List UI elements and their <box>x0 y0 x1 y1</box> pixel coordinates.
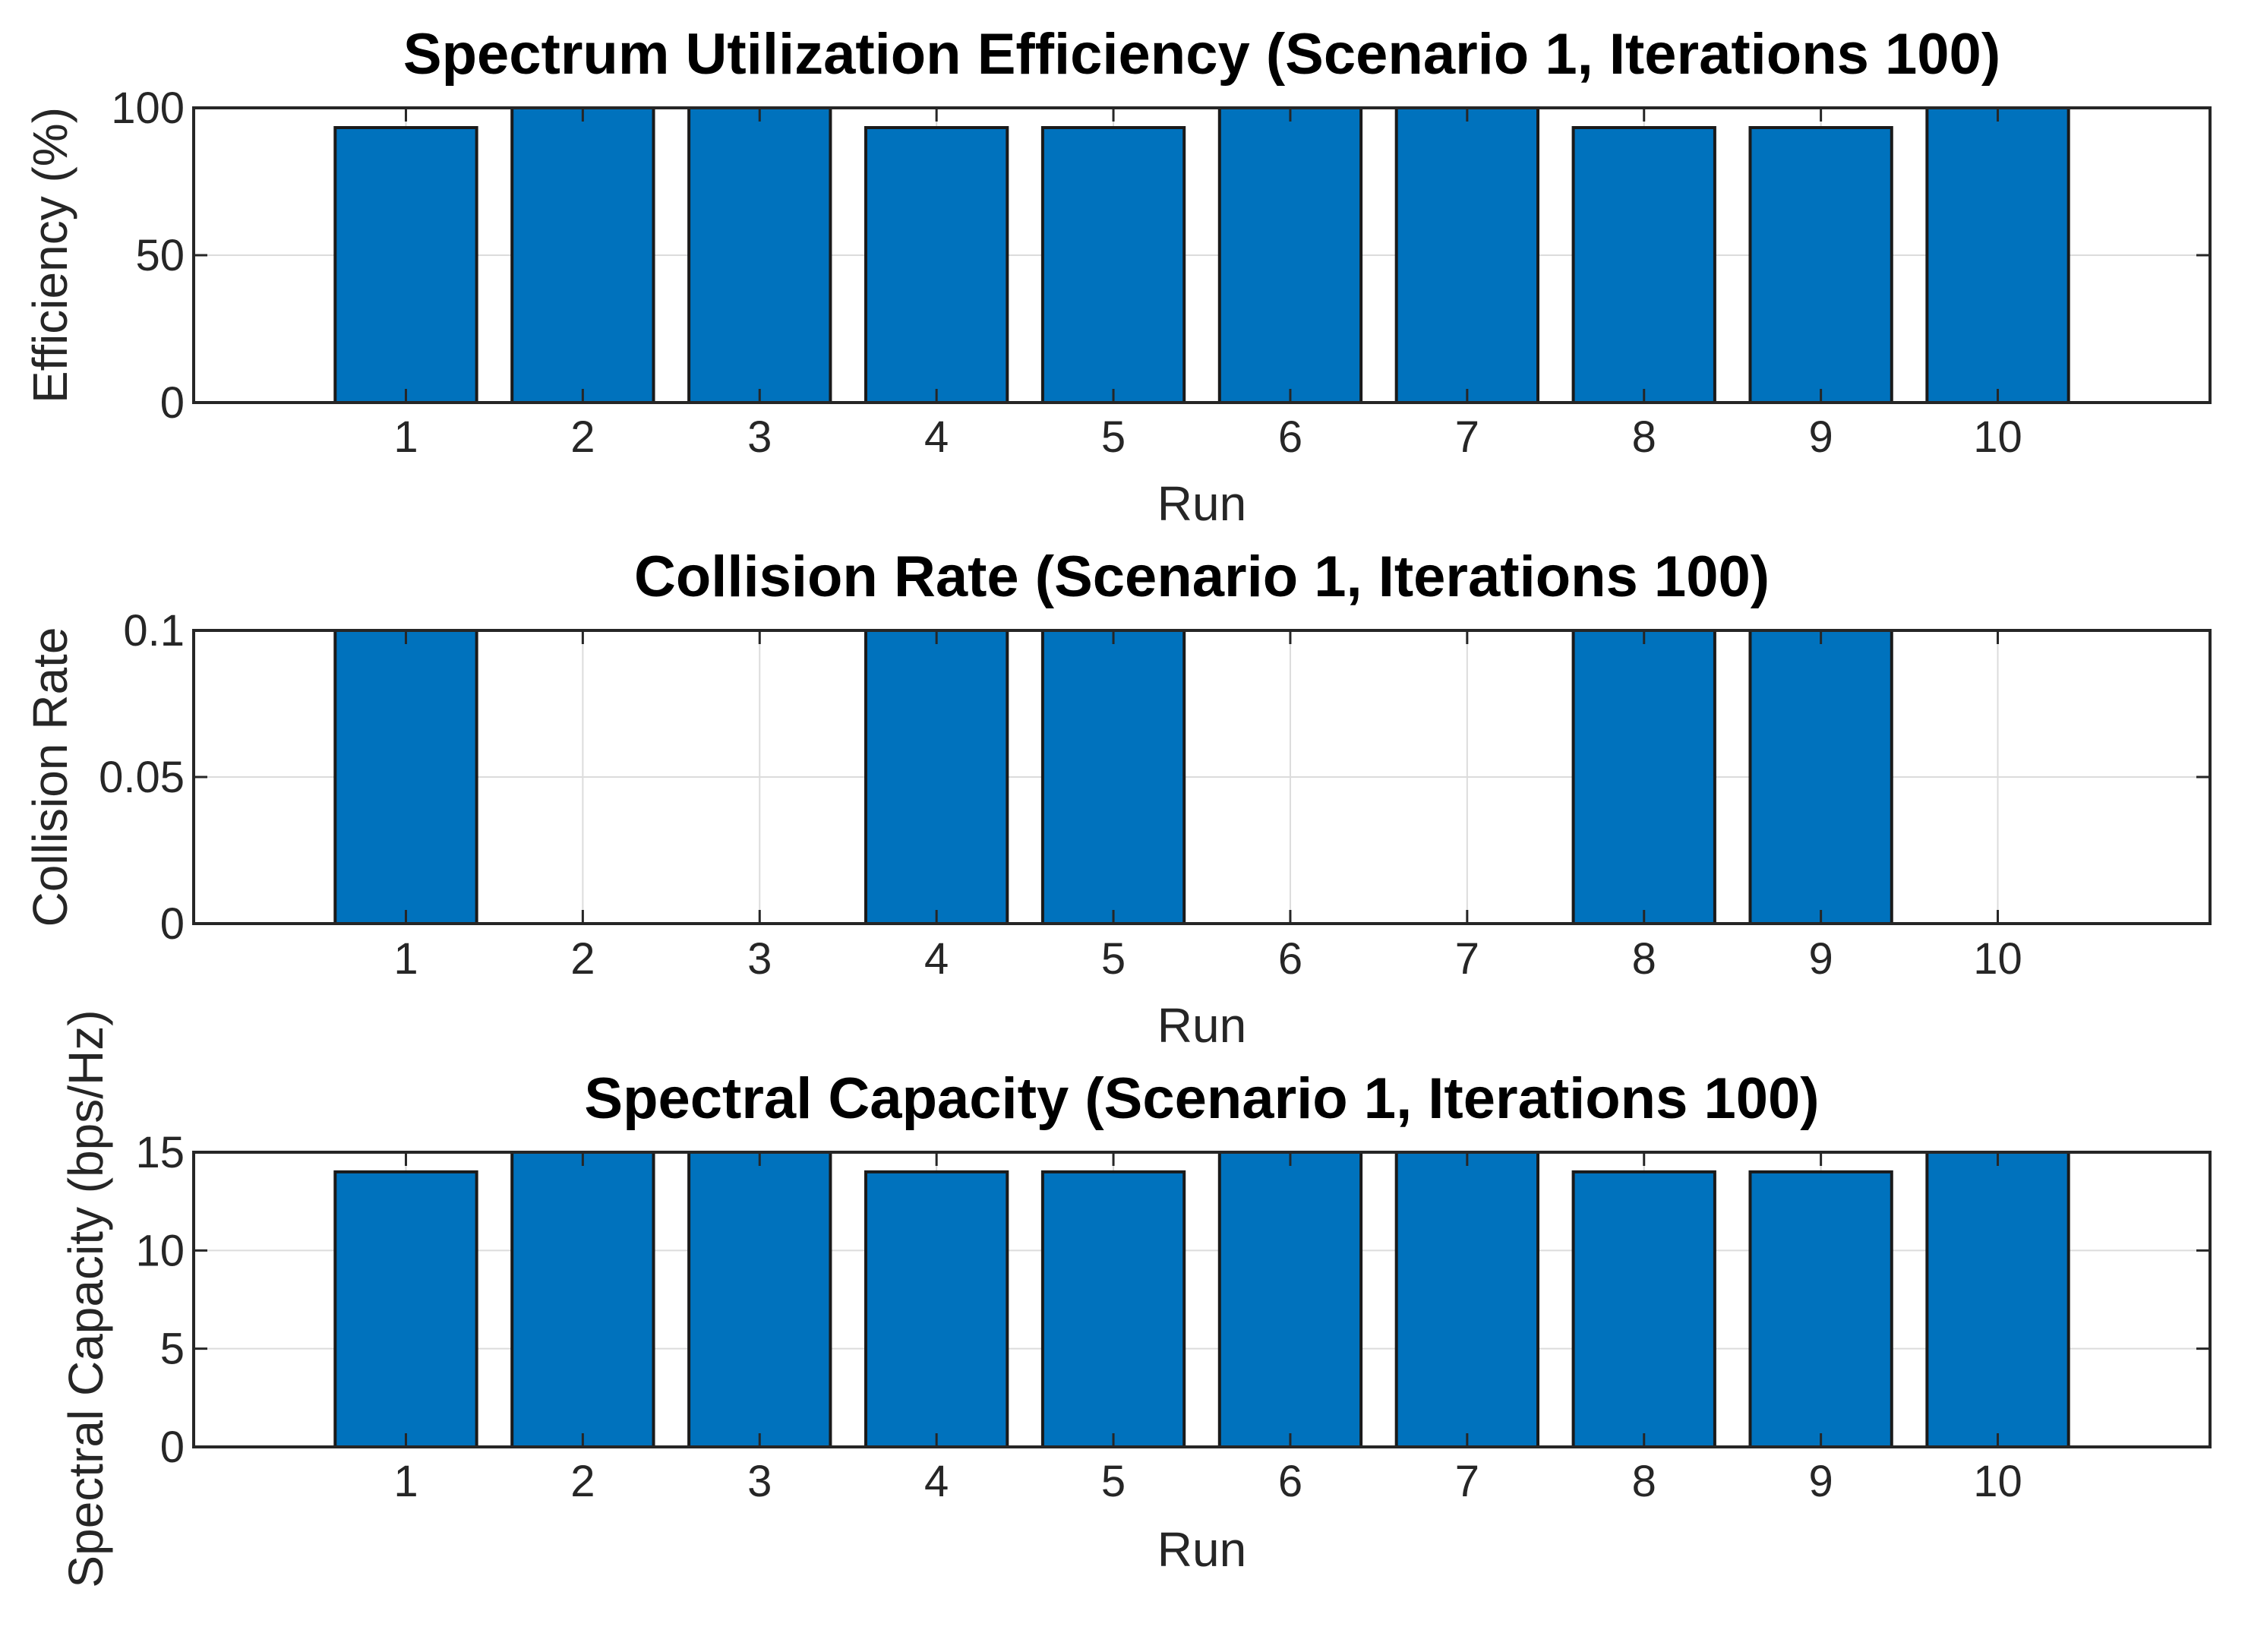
y-tick-label: 0.05 <box>99 753 185 802</box>
y-tick-label: 15 <box>135 1128 185 1177</box>
x-tick-label: 9 <box>1808 934 1833 984</box>
x-axis-label: Run <box>1157 1522 1246 1577</box>
x-tick-label: 7 <box>1455 412 1479 462</box>
bar-run-4 <box>864 629 1009 925</box>
y-tick-label: 5 <box>160 1325 185 1374</box>
subplot-2: 1 2 3 4 5 6 7 8 9 10 0 0.05 0.1 Collision Rate (Scena… <box>23 545 2212 1053</box>
chart-title: Collision Rate (Scenario 1, Iterations 1… <box>634 545 1770 609</box>
bar-run-7 <box>1394 1151 1539 1448</box>
y-tick-label: 10 <box>135 1226 185 1275</box>
bar-run-5 <box>1040 1170 1186 1449</box>
y-axis-label: Collision Rate <box>23 627 77 927</box>
x-tick-label: 10 <box>1973 934 2022 984</box>
y-tick-label: 0 <box>160 899 185 949</box>
x-tick-label: 6 <box>1278 1457 1302 1506</box>
x-tick-label: 8 <box>1632 412 1656 462</box>
chart-title: Spectrum Utilization Efficiency (Scenari… <box>403 22 2000 87</box>
bar-run-9 <box>1748 1170 1893 1449</box>
x-tick-label: 2 <box>570 934 595 984</box>
x-tick-label: 9 <box>1808 412 1833 462</box>
bar-run-5 <box>1040 125 1186 404</box>
x-tick-label: 5 <box>1101 1457 1126 1506</box>
x-tick-label: 1 <box>393 1457 418 1506</box>
bar-run-9 <box>1748 125 1893 404</box>
x-tick-label: 3 <box>747 934 772 984</box>
bar-run-1 <box>333 1170 478 1449</box>
x-axis-label: Run <box>1157 476 1246 531</box>
bar-run-3 <box>687 106 832 404</box>
y-tick-label: 100 <box>111 84 185 133</box>
bar-run-2 <box>510 1151 655 1448</box>
x-axis-label: Run <box>1157 998 1246 1053</box>
bar-run-5 <box>1040 629 1186 925</box>
x-tick-label: 5 <box>1101 412 1126 462</box>
x-tick-label: 7 <box>1455 1457 1479 1506</box>
bar-run-9 <box>1748 629 1893 925</box>
x-tick-label: 3 <box>747 412 772 462</box>
bar-run-6 <box>1217 106 1363 404</box>
x-tick-label: 8 <box>1632 934 1656 984</box>
bar-run-7 <box>1394 106 1539 404</box>
axes-box <box>192 1151 2212 1448</box>
bar-run-2 <box>510 106 655 404</box>
bar-run-10 <box>1925 106 2070 404</box>
plot-area <box>194 1152 2210 1447</box>
y-tick-label: 0.1 <box>123 606 185 655</box>
x-tick-label: 1 <box>393 934 418 984</box>
bar-run-4 <box>864 1170 1009 1449</box>
bar-run-1 <box>333 629 478 925</box>
bar-run-3 <box>687 1151 832 1448</box>
subplot-3: 1 2 3 4 5 6 7 8 9 10 0 5 10 15 Spectral Capacity (Scen… <box>58 1009 2212 1588</box>
y-axis-label: Spectral Capacity (bps/Hz) <box>58 1009 113 1587</box>
x-tick-label: 1 <box>393 412 418 462</box>
x-tick-label: 2 <box>570 412 595 462</box>
x-tick-label: 4 <box>924 934 949 984</box>
x-tick-label: 2 <box>570 1457 595 1506</box>
x-tick-label: 10 <box>1973 1457 2022 1506</box>
bar-run-8 <box>1571 125 1716 404</box>
x-tick-label: 8 <box>1632 1457 1656 1506</box>
bar-run-6 <box>1217 1151 1363 1448</box>
bar-run-4 <box>864 125 1009 404</box>
x-tick-label: 7 <box>1455 934 1479 984</box>
y-tick-label: 50 <box>135 231 185 280</box>
x-tick-label: 4 <box>924 412 949 462</box>
y-axis-label: Efficiency (%) <box>23 107 77 403</box>
x-tick-label: 5 <box>1101 934 1126 984</box>
x-tick-label: 10 <box>1973 412 2022 462</box>
chart-title: Spectral Capacity (Scenario 1, Iteration… <box>584 1066 1819 1131</box>
x-tick-label: 6 <box>1278 412 1302 462</box>
y-tick-label: 0 <box>160 378 185 428</box>
x-tick-label: 3 <box>747 1457 772 1506</box>
x-tick-label: 9 <box>1808 1457 1833 1506</box>
x-tick-label: 6 <box>1278 934 1302 984</box>
x-tick-label: 4 <box>924 1457 949 1506</box>
y-tick-label: 0 <box>160 1423 185 1472</box>
bar-run-1 <box>333 125 478 404</box>
bar-run-10 <box>1925 1151 2070 1448</box>
bar-run-8 <box>1571 629 1716 925</box>
bar-run-8 <box>1571 1170 1716 1449</box>
